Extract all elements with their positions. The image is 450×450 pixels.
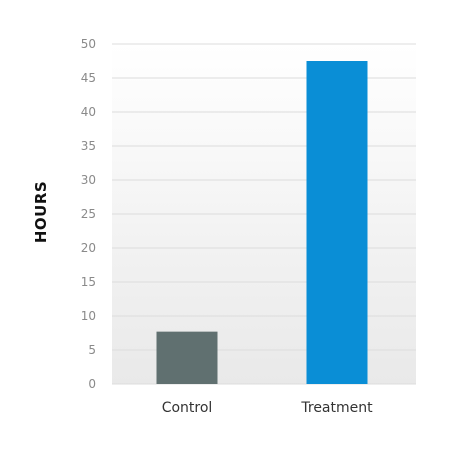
- y-tick-label: 10: [81, 309, 96, 323]
- bars: [156, 61, 368, 384]
- bar-control: [156, 331, 218, 384]
- y-tick-label: 35: [81, 139, 96, 153]
- y-tick-label: 45: [81, 71, 96, 85]
- y-axis-tick-labels: 0 5 10 15 20 25 30 35 40 45 50: [81, 37, 96, 391]
- y-tick-label: 25: [81, 207, 96, 221]
- y-tick-label: 0: [88, 377, 96, 391]
- y-tick-label: 5: [88, 343, 96, 357]
- y-tick-label: 50: [81, 37, 96, 51]
- x-axis-category-labels: Control Treatment: [162, 400, 373, 416]
- y-tick-label: 15: [81, 275, 96, 289]
- x-category-label: Treatment: [300, 400, 373, 416]
- bar-treatment: [306, 61, 368, 384]
- y-tick-label: 30: [81, 173, 96, 187]
- y-tick-label: 20: [81, 241, 96, 255]
- y-axis-title: HOURS: [32, 181, 50, 243]
- x-category-label: Control: [162, 400, 213, 416]
- y-tick-label: 40: [81, 105, 96, 119]
